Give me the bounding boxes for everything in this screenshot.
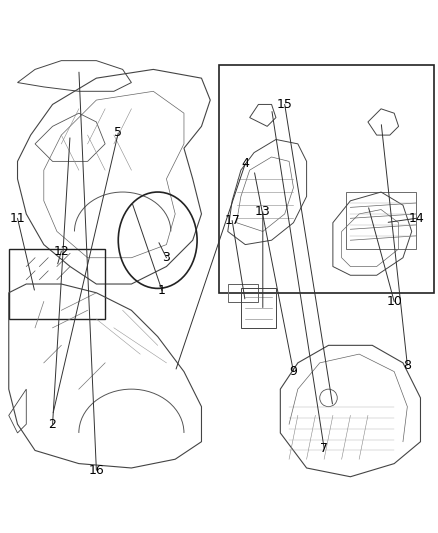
Text: 3: 3 [162, 251, 170, 264]
Text: 7: 7 [320, 442, 328, 455]
Text: 1: 1 [158, 284, 166, 297]
Text: 8: 8 [403, 359, 411, 372]
Text: 9: 9 [290, 365, 297, 378]
Text: 11: 11 [10, 212, 25, 225]
Text: 16: 16 [88, 464, 104, 477]
Text: 10: 10 [386, 295, 402, 308]
Bar [219, 65, 434, 293]
Text: 13: 13 [255, 205, 271, 218]
Text: 15: 15 [277, 98, 293, 111]
Text: 17: 17 [224, 214, 240, 227]
Text: 14: 14 [408, 212, 424, 225]
Text: 2: 2 [49, 418, 57, 431]
Text: 12: 12 [53, 245, 69, 257]
Text: 4: 4 [241, 157, 249, 170]
Bar [9, 249, 105, 319]
Bar [241, 288, 276, 328]
Bar [346, 192, 416, 249]
Text: 5: 5 [114, 126, 122, 140]
